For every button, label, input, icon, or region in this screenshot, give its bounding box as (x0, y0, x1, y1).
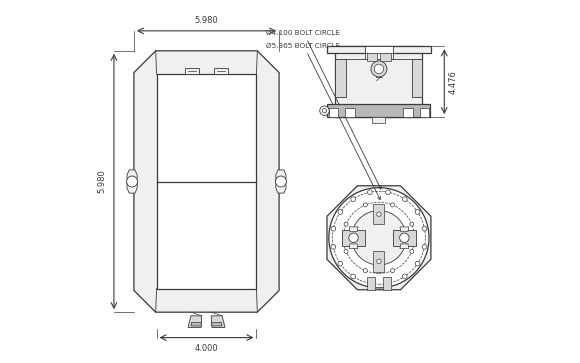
Text: 4.476: 4.476 (449, 70, 458, 94)
Circle shape (331, 244, 336, 249)
Polygon shape (191, 322, 202, 326)
Polygon shape (327, 104, 430, 117)
Circle shape (410, 249, 414, 253)
Text: 5.980: 5.980 (195, 16, 219, 25)
Polygon shape (329, 107, 338, 117)
Circle shape (322, 109, 327, 113)
Polygon shape (211, 322, 222, 326)
Circle shape (351, 211, 406, 265)
Polygon shape (335, 59, 346, 97)
Circle shape (344, 222, 348, 226)
Circle shape (320, 106, 329, 115)
Polygon shape (403, 107, 413, 117)
Circle shape (374, 64, 383, 74)
Polygon shape (349, 227, 358, 232)
Circle shape (403, 274, 407, 279)
Circle shape (363, 269, 367, 273)
Circle shape (371, 61, 387, 77)
Circle shape (329, 188, 429, 288)
Circle shape (422, 227, 427, 231)
Circle shape (390, 269, 394, 273)
Polygon shape (134, 51, 279, 312)
Circle shape (331, 227, 336, 231)
Polygon shape (400, 244, 409, 249)
Polygon shape (412, 59, 422, 97)
Circle shape (390, 203, 394, 207)
Text: Ø5.365 BOLT CIRCLE: Ø5.365 BOLT CIRCLE (266, 42, 380, 200)
Polygon shape (188, 316, 202, 327)
Polygon shape (400, 227, 409, 232)
Circle shape (344, 249, 348, 253)
Polygon shape (393, 230, 416, 246)
Circle shape (422, 244, 427, 249)
Polygon shape (419, 107, 429, 117)
Polygon shape (327, 46, 431, 53)
Circle shape (377, 212, 381, 216)
Circle shape (400, 233, 409, 242)
Circle shape (351, 274, 356, 279)
Circle shape (415, 209, 420, 214)
Polygon shape (345, 107, 354, 117)
Circle shape (415, 261, 420, 266)
Polygon shape (215, 68, 227, 74)
Text: Ø4.100 BOLT CIRCLE: Ø4.100 BOLT CIRCLE (266, 30, 381, 189)
Polygon shape (349, 244, 358, 249)
Circle shape (338, 261, 343, 266)
Polygon shape (327, 186, 431, 290)
Polygon shape (365, 46, 393, 59)
Polygon shape (335, 46, 422, 117)
Polygon shape (157, 74, 256, 289)
Polygon shape (383, 277, 392, 290)
Circle shape (276, 176, 287, 187)
Circle shape (363, 203, 367, 207)
Polygon shape (127, 170, 137, 193)
Polygon shape (372, 117, 386, 123)
Polygon shape (374, 251, 385, 272)
Polygon shape (374, 204, 385, 224)
Circle shape (410, 222, 414, 226)
Polygon shape (211, 316, 225, 327)
Polygon shape (276, 170, 286, 193)
Polygon shape (380, 53, 392, 61)
Polygon shape (367, 53, 378, 61)
Circle shape (126, 176, 137, 187)
Polygon shape (367, 277, 375, 290)
Circle shape (386, 281, 390, 286)
Polygon shape (342, 230, 365, 246)
Circle shape (368, 281, 372, 286)
Circle shape (377, 259, 381, 264)
Polygon shape (186, 68, 198, 74)
Circle shape (351, 197, 356, 201)
Circle shape (338, 209, 343, 214)
Circle shape (403, 197, 407, 201)
Text: 4.000: 4.000 (195, 344, 218, 353)
Circle shape (386, 190, 390, 195)
Circle shape (368, 190, 372, 195)
Circle shape (349, 233, 358, 242)
Text: 5.980: 5.980 (97, 170, 106, 193)
